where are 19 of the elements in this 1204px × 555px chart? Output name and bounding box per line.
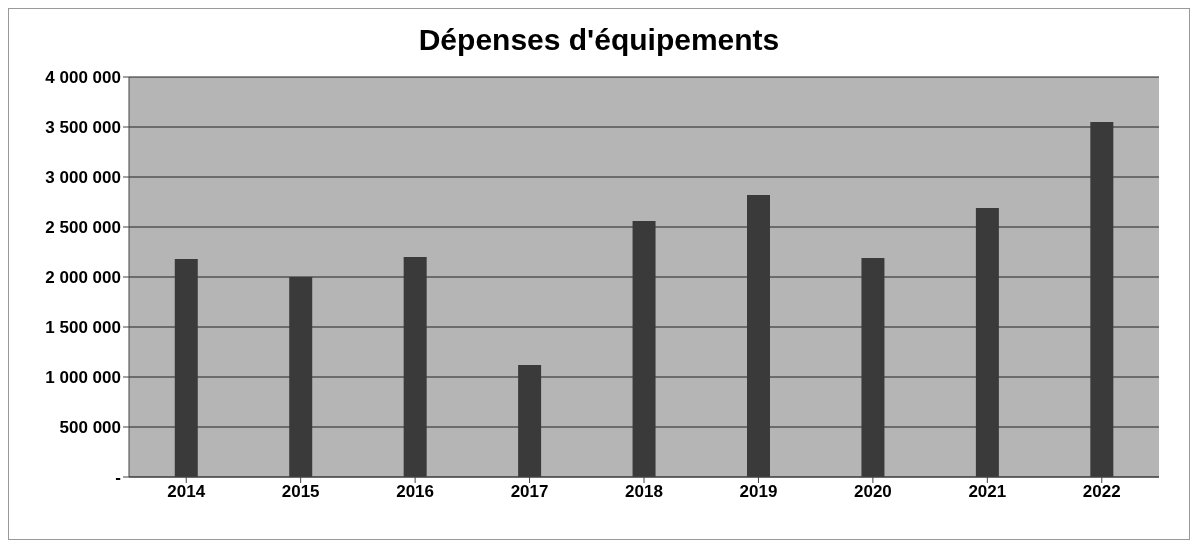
y-tick-label: 1 500 000 (45, 318, 121, 338)
x-tick-label: 2017 (510, 482, 549, 502)
x-tick-label: 2022 (1082, 482, 1121, 502)
x-tick-label: 2021 (968, 482, 1007, 502)
y-tick-label: 3 000 000 (45, 168, 121, 188)
x-tick-label: 2019 (739, 482, 778, 502)
y-tick-label: 4 000 000 (45, 68, 121, 88)
y-tick-label: 3 500 000 (45, 118, 121, 138)
y-tick-label: 500 000 (59, 418, 121, 438)
x-tick-label: 2016 (396, 482, 435, 502)
x-tick-label: 2015 (281, 482, 320, 502)
y-tick-label: 2 500 000 (45, 218, 121, 238)
x-tick-label: 2018 (625, 482, 663, 502)
chart-title: Dépenses d'équipements (417, 23, 781, 58)
y-tick-label: - (115, 468, 121, 488)
y-tick-label: 2 000 000 (45, 268, 121, 288)
x-tick-label: 2014 (167, 482, 206, 502)
x-tick-label: 2020 (853, 482, 892, 502)
y-tick-label: 1 000 000 (45, 368, 121, 388)
